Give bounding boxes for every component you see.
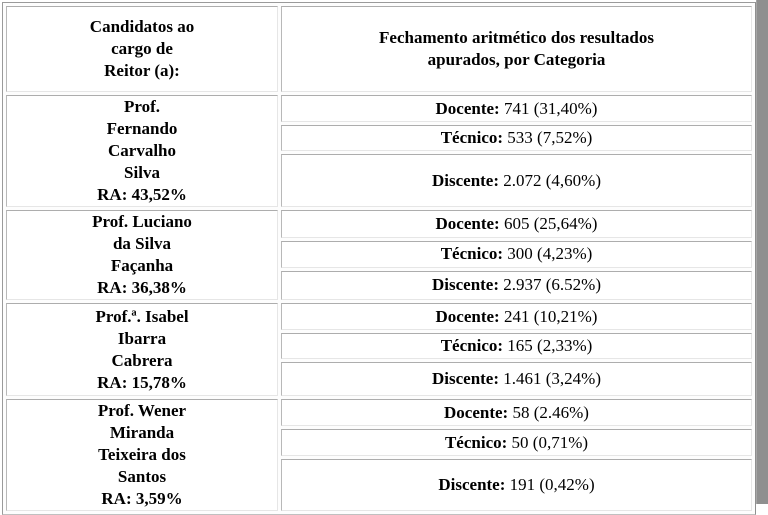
result-text: Discente: 2.072 (4,60%) xyxy=(288,171,745,191)
result-category-label: Discente: xyxy=(438,475,506,495)
result-cell-tecnico: Técnico: 300 (4,23%) xyxy=(281,241,752,268)
result-category-label: Docente: xyxy=(444,402,509,422)
results-table: Candidatos ao cargo de Reitor (a): Fecha… xyxy=(2,2,756,515)
candidate-cell-luciano: Prof. Luciano da Silva Façanha RA: 36,38… xyxy=(6,210,278,300)
result-category-label: Discente: xyxy=(431,369,500,388)
result-cell-tecnico: Técnico: 533 (7,52%) xyxy=(281,125,752,152)
result-text: Técnico: 300 (4,23%) xyxy=(288,244,745,264)
result-cell-tecnico: Técnico: 165 (2,33%) xyxy=(281,333,752,359)
result-text: Docente: 58 (2.46%) xyxy=(288,403,745,423)
result-value: 300 (4,23%) xyxy=(503,244,593,264)
scrollbar[interactable] xyxy=(756,0,768,504)
result-cell-discente: Discente: 2.937 (6.52%) xyxy=(281,270,752,300)
result-value: 58 (2.46%) xyxy=(508,402,589,422)
result-value: 2.937 (6.52%) xyxy=(499,275,601,295)
result-category-label: Docente: xyxy=(435,306,500,326)
result-category-label: Docente: xyxy=(435,98,500,118)
result-value: 50 (0,71%) xyxy=(507,432,589,452)
candidate-name: Prof. Wener Miranda Teixeira dos Santos … xyxy=(97,401,187,508)
result-category-label: Discente: xyxy=(431,170,500,190)
header-candidates-cell: Candidatos ao cargo de Reitor (a): xyxy=(6,6,278,92)
result-text: Docente: 241 (10,21%) xyxy=(288,307,745,327)
result-category-label: Técnico: xyxy=(440,128,504,148)
result-category-label: Técnico: xyxy=(440,244,504,264)
result-text: Técnico: 533 (7,52%) xyxy=(288,128,745,148)
candidate-name: Prof.ª. Isabel Ibarra Cabrera RA: 15,78% xyxy=(95,306,189,392)
result-value: 741 (31,40%) xyxy=(499,98,598,118)
header-results-label: Fechamento aritmético dos resultados apu… xyxy=(379,28,654,69)
result-value: 165 (2,33%) xyxy=(503,336,593,355)
candidate-cell-fernando: Prof. Fernando Carvalho Silva RA: 43,52% xyxy=(6,95,278,207)
result-category-label: Discente: xyxy=(431,275,500,295)
result-cell-tecnico: Técnico: 50 (0,71%) xyxy=(281,429,752,457)
candidate-name: Prof. Luciano da Silva Façanha RA: 36,38… xyxy=(92,212,192,297)
result-cell-discente: Discente: 191 (0,42%) xyxy=(281,459,752,511)
candidate-cell-wener: Prof. Wener Miranda Teixeira dos Santos … xyxy=(6,399,278,511)
result-cell-docente: Docente: 241 (10,21%) xyxy=(281,303,752,330)
result-value: 191 (0,42%) xyxy=(505,475,595,495)
result-text: Docente: 605 (25,64%) xyxy=(288,214,745,234)
header-candidates-label: Candidatos ao cargo de Reitor (a): xyxy=(89,17,195,80)
result-cell-docente: Docente: 605 (25,64%) xyxy=(281,210,752,238)
result-value: 2.072 (4,60%) xyxy=(499,170,601,190)
result-text: Docente: 741 (31,40%) xyxy=(288,99,745,119)
result-text: Técnico: 165 (2,33%) xyxy=(288,336,745,356)
result-category-label: Técnico: xyxy=(440,336,504,355)
result-text: Técnico: 50 (0,71%) xyxy=(288,433,745,453)
result-cell-discente: Discente: 2.072 (4,60%) xyxy=(281,154,752,207)
result-text: Discente: 191 (0,42%) xyxy=(288,475,745,495)
result-value: 241 (10,21%) xyxy=(499,306,598,326)
result-category-label: Docente: xyxy=(435,214,500,233)
header-results-cell: Fechamento aritmético dos resultados apu… xyxy=(281,6,752,92)
result-text: Discente: 1.461 (3,24%) xyxy=(288,369,745,389)
result-cell-docente: Docente: 58 (2.46%) xyxy=(281,399,752,427)
result-text: Discente: 2.937 (6.52%) xyxy=(288,275,745,295)
result-cell-discente: Discente: 1.461 (3,24%) xyxy=(281,362,752,396)
result-cell-docente: Docente: 741 (31,40%) xyxy=(281,95,752,123)
result-category-label: Técnico: xyxy=(444,432,508,452)
candidate-name: Prof. Fernando Carvalho Silva RA: 43,52% xyxy=(97,97,187,204)
candidate-cell-isabel: Prof.ª. Isabel Ibarra Cabrera RA: 15,78% xyxy=(6,303,278,396)
result-value: 605 (25,64%) xyxy=(499,214,598,233)
result-value: 1.461 (3,24%) xyxy=(499,369,601,388)
result-value: 533 (7,52%) xyxy=(503,128,593,148)
